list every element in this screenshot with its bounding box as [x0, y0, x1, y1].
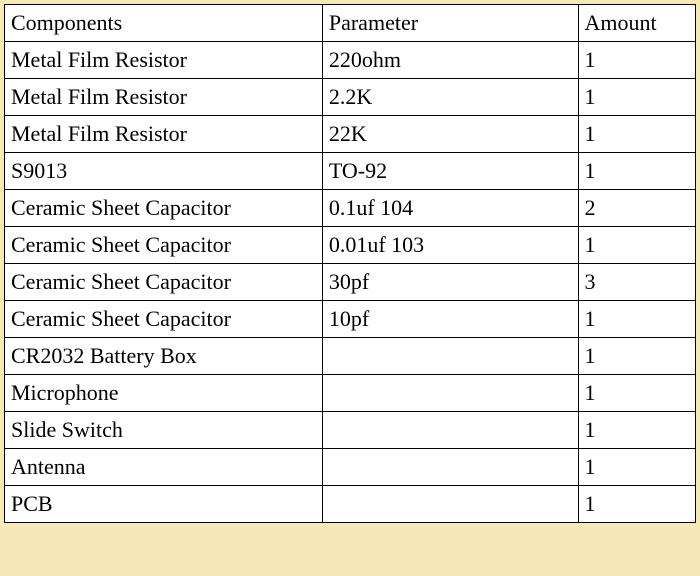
table-row: Ceramic Sheet Capacitor 30pf 3	[5, 264, 696, 301]
table-row: Ceramic Sheet Capacitor 0.01uf 103 1	[5, 227, 696, 264]
cell-parameter: 22K	[322, 116, 578, 153]
cell-amount: 3	[578, 264, 695, 301]
table-row: Antenna 1	[5, 449, 696, 486]
cell-parameter	[322, 449, 578, 486]
components-table: Components Parameter Amount Metal Film R…	[4, 4, 696, 523]
cell-amount: 1	[578, 227, 695, 264]
table-row: S9013 TO-92 1	[5, 153, 696, 190]
cell-amount: 1	[578, 375, 695, 412]
cell-parameter: TO-92	[322, 153, 578, 190]
cell-parameter: 2.2K	[322, 79, 578, 116]
table-row: Metal Film Resistor 2.2K 1	[5, 79, 696, 116]
cell-components: Ceramic Sheet Capacitor	[5, 264, 323, 301]
header-components: Components	[5, 5, 323, 42]
cell-components: Metal Film Resistor	[5, 42, 323, 79]
table-row: Metal Film Resistor 220ohm 1	[5, 42, 696, 79]
cell-amount: 1	[578, 449, 695, 486]
cell-components: Ceramic Sheet Capacitor	[5, 227, 323, 264]
cell-parameter: 30pf	[322, 264, 578, 301]
header-amount: Amount	[578, 5, 695, 42]
cell-amount: 1	[578, 116, 695, 153]
cell-parameter: 0.01uf 103	[322, 227, 578, 264]
cell-components: CR2032 Battery Box	[5, 338, 323, 375]
cell-parameter	[322, 338, 578, 375]
table-row: Microphone 1	[5, 375, 696, 412]
cell-amount: 1	[578, 79, 695, 116]
cell-amount: 1	[578, 42, 695, 79]
cell-components: Ceramic Sheet Capacitor	[5, 301, 323, 338]
cell-amount: 1	[578, 338, 695, 375]
table-body: Metal Film Resistor 220ohm 1 Metal Film …	[5, 42, 696, 523]
cell-parameter: 220ohm	[322, 42, 578, 79]
cell-amount: 1	[578, 412, 695, 449]
cell-components: Metal Film Resistor	[5, 116, 323, 153]
cell-amount: 1	[578, 153, 695, 190]
table-row: PCB 1	[5, 486, 696, 523]
cell-parameter	[322, 486, 578, 523]
cell-amount: 2	[578, 190, 695, 227]
cell-components: PCB	[5, 486, 323, 523]
cell-parameter: 10pf	[322, 301, 578, 338]
cell-components: Metal Film Resistor	[5, 79, 323, 116]
table-row: CR2032 Battery Box 1	[5, 338, 696, 375]
cell-amount: 1	[578, 301, 695, 338]
table-row: Metal Film Resistor 22K 1	[5, 116, 696, 153]
cell-parameter: 0.1uf 104	[322, 190, 578, 227]
header-parameter: Parameter	[322, 5, 578, 42]
cell-components: Antenna	[5, 449, 323, 486]
cell-parameter	[322, 412, 578, 449]
table-row: Ceramic Sheet Capacitor 10pf 1	[5, 301, 696, 338]
table-header-row: Components Parameter Amount	[5, 5, 696, 42]
cell-components: S9013	[5, 153, 323, 190]
cell-components: Microphone	[5, 375, 323, 412]
cell-components: Ceramic Sheet Capacitor	[5, 190, 323, 227]
table-row: Slide Switch 1	[5, 412, 696, 449]
cell-components: Slide Switch	[5, 412, 323, 449]
cell-parameter	[322, 375, 578, 412]
cell-amount: 1	[578, 486, 695, 523]
table-row: Ceramic Sheet Capacitor 0.1uf 104 2	[5, 190, 696, 227]
